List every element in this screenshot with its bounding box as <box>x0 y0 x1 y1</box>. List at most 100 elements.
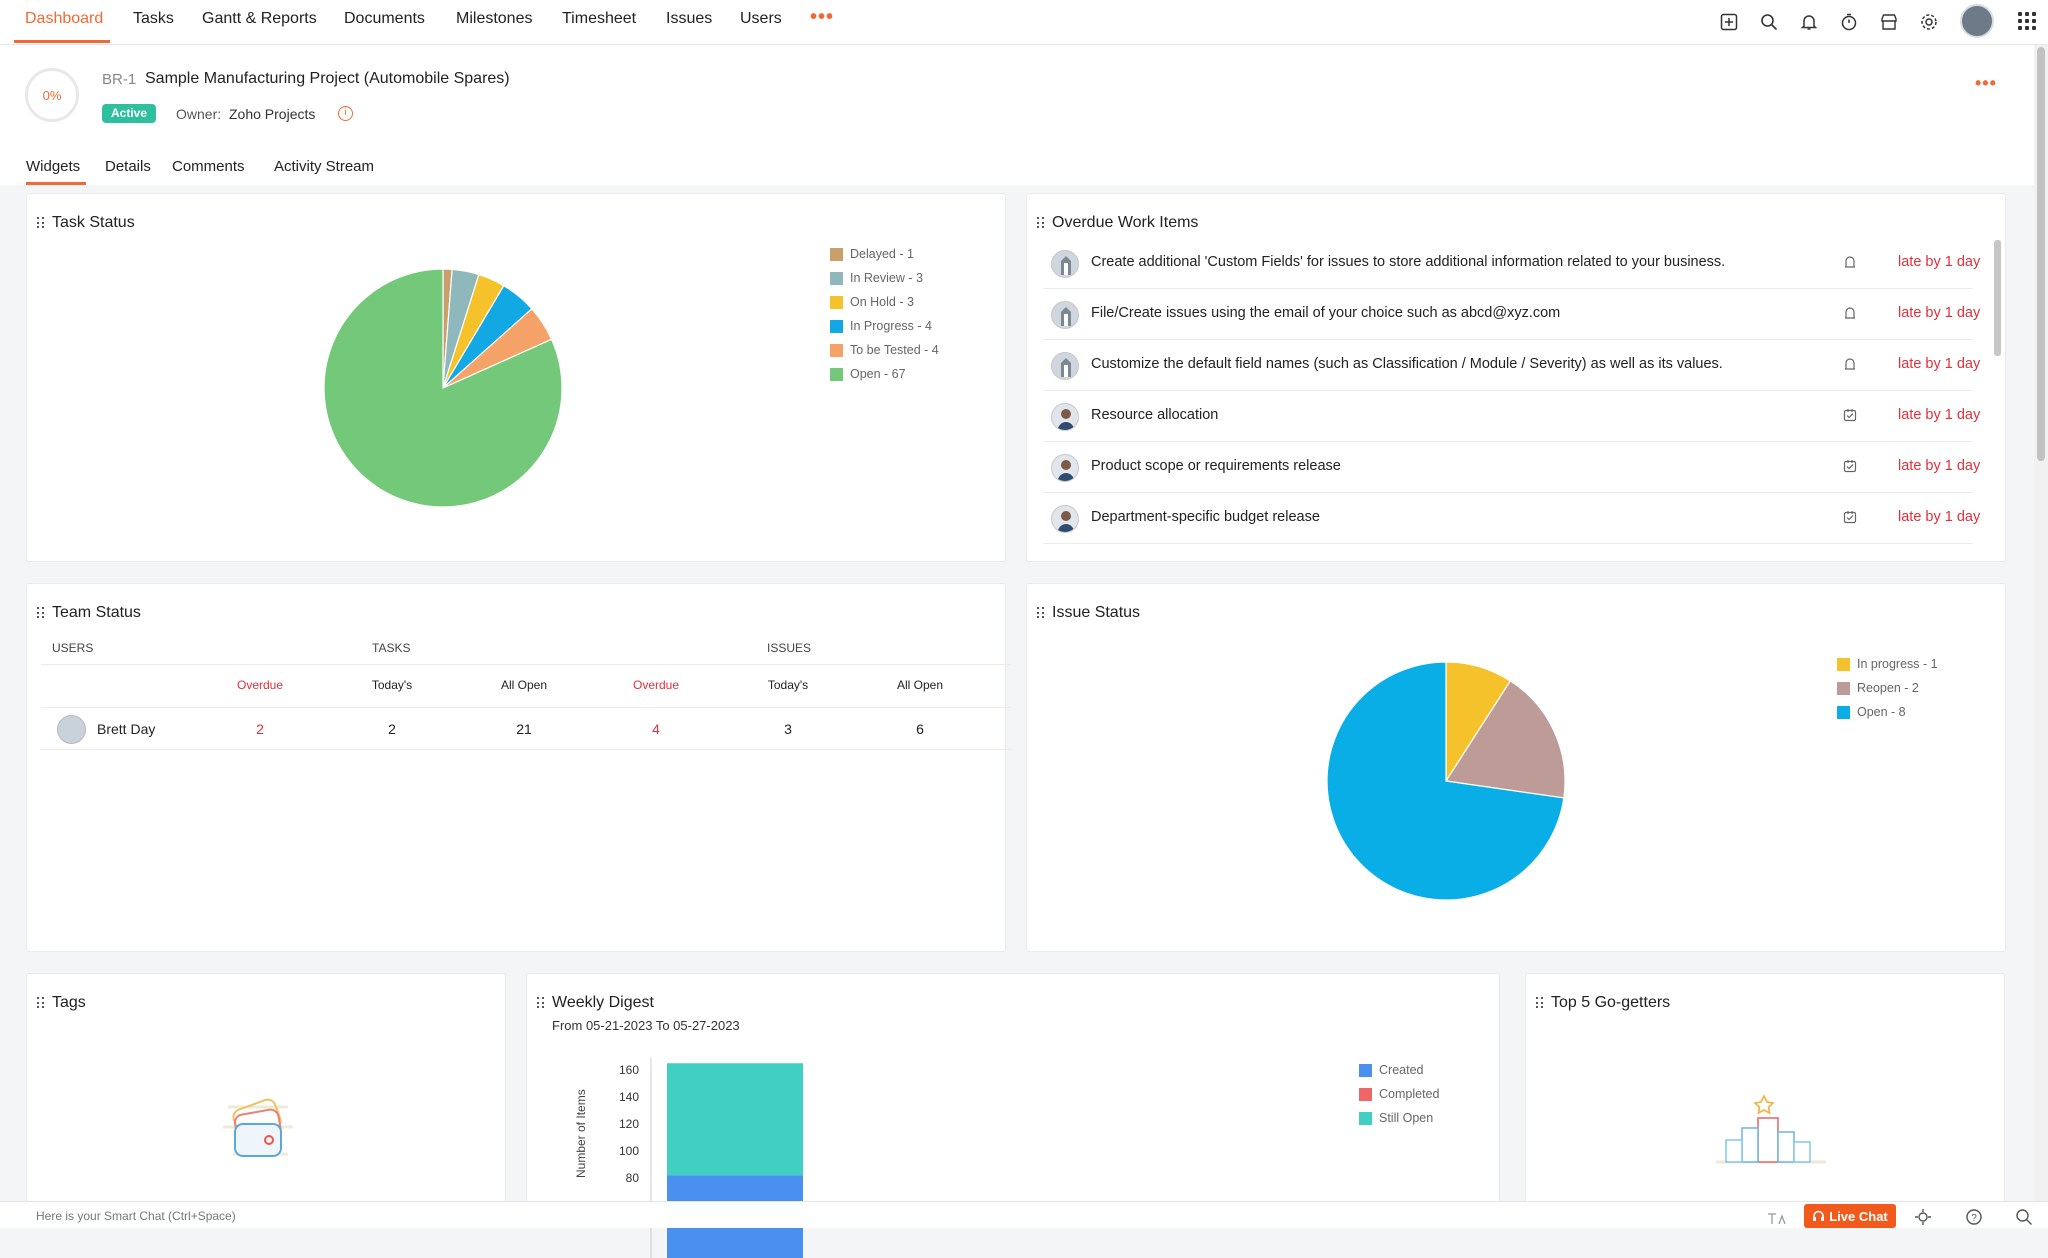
overdue-item[interactable]: Product scope or requirements release lat… <box>1043 442 1980 493</box>
legend-item[interactable]: To be Tested - 4 <box>830 338 939 362</box>
nav-more-button[interactable]: ••• <box>810 6 835 28</box>
issues-overdue-value[interactable]: 4 <box>652 721 660 737</box>
pie-slice-open[interactable] <box>323 268 563 508</box>
avatar <box>1051 505 1079 533</box>
legend-item[interactable]: Still Open <box>1359 1106 1439 1130</box>
pie-slice-open[interactable] <box>1326 661 1565 901</box>
search-icon[interactable] <box>1758 11 1780 33</box>
owner-label: Owner: <box>176 106 222 122</box>
team-member-name[interactable]: Brett Day <box>97 721 156 737</box>
add-icon[interactable] <box>1718 11 1740 33</box>
status-badge[interactable]: Active <box>102 104 157 123</box>
drag-handle-icon[interactable] <box>37 217 45 229</box>
project-header: 0% BR-1 Sample Manufacturing Project (Au… <box>0 45 2034 185</box>
smart-chat-input[interactable]: Here is your Smart Chat (Ctrl+Space) <box>36 1209 236 1223</box>
nav-users[interactable]: Users <box>740 10 782 27</box>
tab-comments[interactable]: Comments <box>172 158 245 175</box>
legend-item[interactable]: Delayed - 1 <box>830 242 939 266</box>
legend-label: Reopen - 2 <box>1857 681 1919 695</box>
weekly-digest-legend: Created Completed Still Open <box>1359 1058 1439 1130</box>
nav-milestones[interactable]: Milestones <box>456 10 533 27</box>
legend-label: Open - 8 <box>1857 705 1906 719</box>
legend-item[interactable]: In Progress - 4 <box>830 314 939 338</box>
tasks-today-value[interactable]: 2 <box>388 721 396 737</box>
legend-item[interactable]: Reopen - 2 <box>1837 676 1938 700</box>
overdue-item[interactable]: Create additional 'Custom Fields' for is… <box>1043 238 1980 289</box>
widget-title: Task Status <box>52 214 135 231</box>
drag-handle-icon[interactable] <box>1037 217 1045 229</box>
issues-all-open-value[interactable]: 6 <box>916 721 924 737</box>
project-more-button[interactable]: ••• <box>1975 73 1997 93</box>
widget-title: Overdue Work Items <box>1052 214 1199 231</box>
page-scrollbar[interactable] <box>2034 45 2048 1201</box>
drag-handle-icon[interactable] <box>37 607 45 619</box>
y-tick-label: 120 <box>619 1117 639 1131</box>
drag-handle-icon[interactable] <box>537 997 545 1009</box>
tasks-overdue-value[interactable]: 2 <box>256 721 264 737</box>
zoom-icon[interactable] <box>2015 1208 2033 1226</box>
legend-item[interactable]: Open - 8 <box>1837 700 1938 724</box>
late-badge: late by 1 day <box>1898 407 1981 423</box>
overdue-item-title[interactable]: Create additional 'Custom Fields' for is… <box>1091 254 1726 270</box>
tab-widgets[interactable]: Widgets <box>26 158 81 175</box>
overdue-item-title[interactable]: Product scope or requirements release <box>1091 458 1341 474</box>
overdue-item[interactable]: Department-specific budget release late b… <box>1043 493 1980 544</box>
store-icon[interactable] <box>1878 11 1900 33</box>
drag-handle-icon[interactable] <box>37 997 45 1009</box>
nav-timesheet[interactable]: Timesheet <box>562 10 637 27</box>
bell-icon[interactable] <box>1798 11 1820 33</box>
legend-swatch <box>1359 1063 1372 1077</box>
subtab-indicator <box>26 182 86 185</box>
overdue-item-title[interactable]: Customize the default field names (such … <box>1091 356 1723 372</box>
avatar[interactable] <box>57 715 86 744</box>
legend-item[interactable]: In progress - 1 <box>1837 652 1938 676</box>
user-avatar[interactable] <box>1960 4 1994 38</box>
nav-tasks[interactable]: Tasks <box>133 10 174 27</box>
drag-handle-icon[interactable] <box>1037 607 1045 619</box>
page-scrollbar-thumb[interactable] <box>2037 47 2045 461</box>
overdue-item-title[interactable]: Department-specific budget release <box>1091 509 1320 525</box>
legend-item[interactable]: On Hold - 3 <box>830 290 939 314</box>
tab-details[interactable]: Details <box>105 158 151 175</box>
timer-icon[interactable] <box>1838 11 1860 33</box>
legend-item[interactable]: Created <box>1359 1058 1439 1082</box>
divider <box>41 664 1011 665</box>
gear-icon[interactable] <box>1918 11 1940 33</box>
tasks-all-open-value[interactable]: 21 <box>516 721 532 737</box>
bar-still-open[interactable] <box>667 1063 803 1176</box>
overdue-item[interactable]: Resource allocation late by 1 day <box>1043 391 1980 442</box>
legend-item[interactable]: Open - 67 <box>830 362 939 386</box>
legend-label: On Hold - 3 <box>850 295 914 309</box>
live-chat-button[interactable]: Live Chat <box>1804 1204 1896 1228</box>
overdue-item-title[interactable]: Resource allocation <box>1091 407 1219 423</box>
legend-item[interactable]: In Review - 3 <box>830 266 939 290</box>
overdue-item-title[interactable]: File/Create issues using the email of yo… <box>1091 305 1561 321</box>
apps-grid-icon[interactable] <box>2018 12 2036 30</box>
issues-today-value[interactable]: 3 <box>784 721 792 737</box>
overdue-scrollbar[interactable] <box>1994 240 2001 356</box>
issue-status-widget: Issue Status In progress - 1 Reopen - 2 Op… <box>1026 583 2006 952</box>
translate-icon[interactable] <box>1766 1211 1786 1227</box>
legend-label: Delayed - 1 <box>850 247 914 261</box>
pie-slice-reopen[interactable] <box>1444 680 1566 799</box>
legend-item[interactable]: Completed <box>1359 1082 1439 1106</box>
owner-value[interactable]: Zoho Projects <box>229 106 316 122</box>
nav-dashboard[interactable]: Dashboard <box>25 10 104 27</box>
drag-handle-icon[interactable] <box>1536 997 1544 1009</box>
nav-issues[interactable]: Issues <box>666 10 713 27</box>
tasks-all-open-header: All Open <box>500 678 548 692</box>
tab-activity-stream[interactable]: Activity Stream <box>274 158 375 175</box>
users-header: USERS <box>52 641 94 655</box>
overdue-item[interactable]: Customize the default field names (such … <box>1043 340 1980 391</box>
theme-icon[interactable] <box>1914 1208 1932 1226</box>
project-title[interactable]: Sample Manufacturing Project (Automobile… <box>145 70 510 87</box>
nav-documents[interactable]: Documents <box>344 10 425 27</box>
overdue-item[interactable]: File/Create issues using the email of yo… <box>1043 289 1980 340</box>
info-icon[interactable]: i <box>338 106 353 121</box>
nav-gantt-reports[interactable]: Gantt & Reports <box>202 10 317 27</box>
legend-label: Open - 67 <box>850 367 906 381</box>
help-icon[interactable]: ? <box>1965 1208 1983 1226</box>
y-axis-label: Number of Items <box>574 1089 588 1178</box>
task-status-pie-chart <box>323 268 563 508</box>
legend-swatch <box>1359 1087 1372 1101</box>
